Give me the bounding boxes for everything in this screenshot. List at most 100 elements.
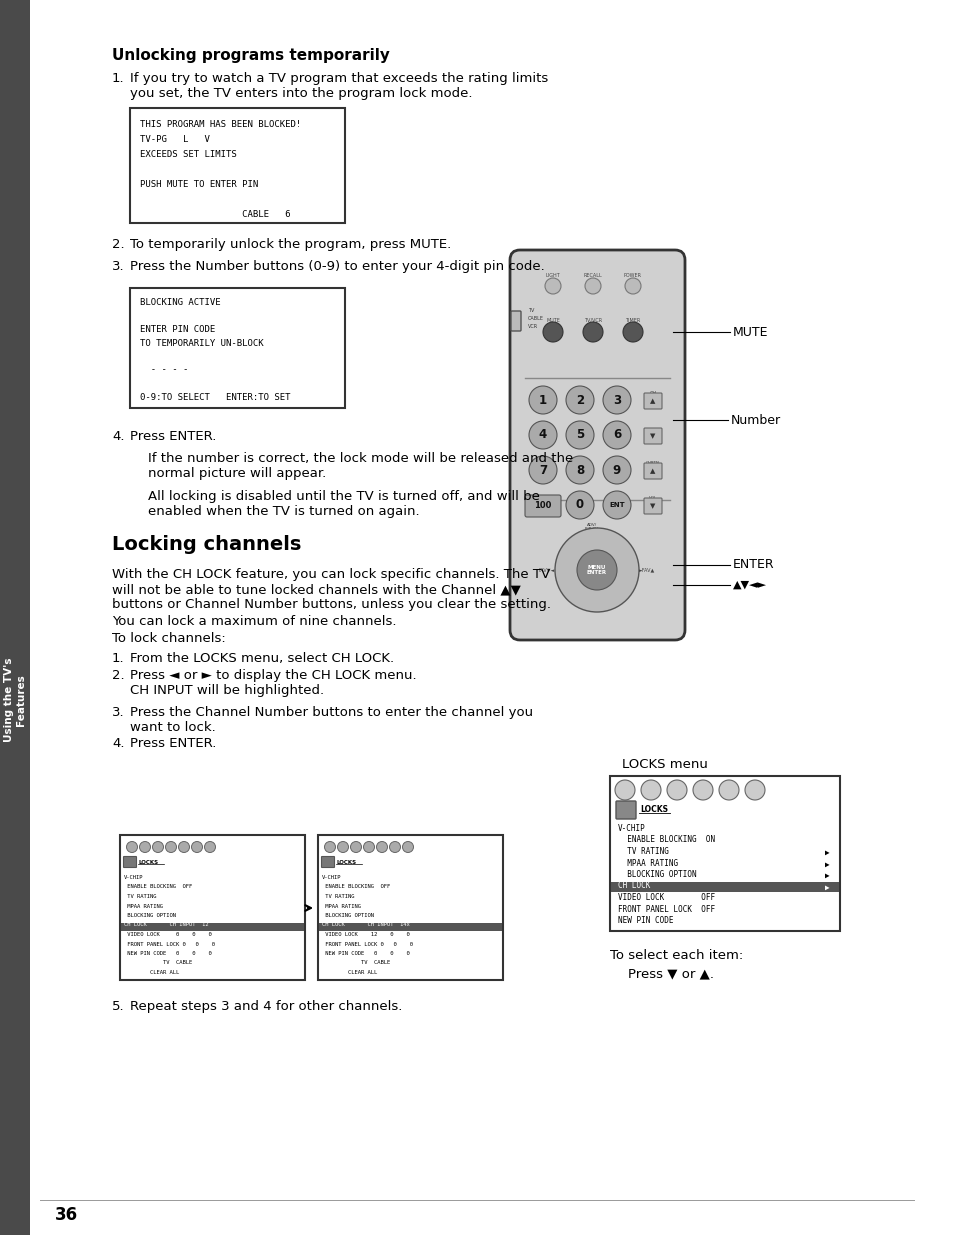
Bar xyxy=(609,776,840,931)
Text: VCR: VCR xyxy=(527,324,537,329)
Text: 3.: 3. xyxy=(112,261,125,273)
Text: 100: 100 xyxy=(534,501,551,510)
Circle shape xyxy=(529,456,557,484)
Text: ENTER: ENTER xyxy=(732,558,774,572)
Text: V-CHIP: V-CHIP xyxy=(124,876,143,881)
Text: VIDEO LOCK        OFF: VIDEO LOCK OFF xyxy=(618,893,715,902)
Circle shape xyxy=(529,421,557,450)
Text: Press ENTER.: Press ENTER. xyxy=(130,737,216,750)
Circle shape xyxy=(127,841,137,852)
Circle shape xyxy=(602,456,630,484)
FancyBboxPatch shape xyxy=(643,429,661,445)
Circle shape xyxy=(376,841,387,852)
Text: ADV/
PIP CH: ADV/ PIP CH xyxy=(585,522,598,531)
Text: 9: 9 xyxy=(612,463,620,477)
Text: 4.: 4. xyxy=(112,430,125,443)
Text: ENTER PIN CODE: ENTER PIN CODE xyxy=(140,325,215,333)
Circle shape xyxy=(565,387,594,414)
Circle shape xyxy=(139,841,151,852)
Text: MENU
ENTER: MENU ENTER xyxy=(586,564,606,576)
Circle shape xyxy=(719,781,739,800)
Text: FRONT PANEL LOCK  OFF: FRONT PANEL LOCK OFF xyxy=(618,904,715,914)
Text: TIMER: TIMER xyxy=(625,317,640,324)
Text: TV RATING: TV RATING xyxy=(322,894,355,899)
Bar xyxy=(317,835,502,981)
Circle shape xyxy=(615,781,635,800)
Circle shape xyxy=(565,456,594,484)
Circle shape xyxy=(337,841,348,852)
Text: TV  CABLE: TV CABLE xyxy=(322,961,390,966)
FancyBboxPatch shape xyxy=(510,249,684,640)
Text: With the CH LOCK feature, you can lock specific channels. The TV
will not be abl: With the CH LOCK feature, you can lock s… xyxy=(112,568,551,611)
Circle shape xyxy=(165,841,176,852)
Bar xyxy=(130,107,345,224)
Text: BLOCKING OPTION: BLOCKING OPTION xyxy=(124,913,175,918)
Text: Unlocking programs temporarily: Unlocking programs temporarily xyxy=(112,48,390,63)
Text: To select each item:: To select each item: xyxy=(609,948,742,962)
Circle shape xyxy=(542,322,562,342)
Text: TV  CABLE: TV CABLE xyxy=(124,961,193,966)
Text: If you try to watch a TV program that exceeds the rating limits
you set, the TV : If you try to watch a TV program that ex… xyxy=(130,72,548,100)
Text: VOL: VOL xyxy=(648,496,657,500)
Text: VIDEO LOCK     0    0    0: VIDEO LOCK 0 0 0 xyxy=(124,932,212,937)
Circle shape xyxy=(363,841,375,852)
Text: Press ENTER.: Press ENTER. xyxy=(130,430,216,443)
Text: CLEAR ALL: CLEAR ALL xyxy=(322,969,376,974)
Text: MPAA RATING: MPAA RATING xyxy=(618,858,678,867)
Text: ▶: ▶ xyxy=(824,860,829,868)
FancyBboxPatch shape xyxy=(321,857,335,867)
Text: TV: TV xyxy=(527,308,534,312)
FancyBboxPatch shape xyxy=(643,498,661,514)
Text: ▲: ▲ xyxy=(650,398,655,404)
Bar xyxy=(121,923,304,931)
Circle shape xyxy=(565,421,594,450)
Text: 1.: 1. xyxy=(112,72,125,85)
FancyBboxPatch shape xyxy=(643,463,661,479)
Text: All locking is disabled until the TV is turned off, and will be
enabled when the: All locking is disabled until the TV is … xyxy=(148,490,539,517)
Circle shape xyxy=(178,841,190,852)
Text: NEW PIN CODE: NEW PIN CODE xyxy=(618,916,673,925)
Circle shape xyxy=(640,781,660,800)
Text: To lock channels:: To lock channels: xyxy=(112,632,226,645)
Text: EXCEEDS SET LIMITS: EXCEEDS SET LIMITS xyxy=(140,149,236,159)
Text: CH LOCK       CH INPUT  14x: CH LOCK CH INPUT 14x xyxy=(322,923,410,927)
Text: POWER: POWER xyxy=(623,273,641,278)
Bar xyxy=(120,835,305,981)
Text: NEW PIN CODE   0    0    0: NEW PIN CODE 0 0 0 xyxy=(124,951,212,956)
Circle shape xyxy=(577,550,617,590)
Text: Press ◄ or ► to display the CH LOCK menu.
CH INPUT will be highlighted.: Press ◄ or ► to display the CH LOCK menu… xyxy=(130,669,416,697)
Text: 4: 4 xyxy=(538,429,547,441)
Text: MUTE: MUTE xyxy=(732,326,768,338)
Text: - - - -: - - - - xyxy=(140,366,188,374)
Text: You can lock a maximum of nine channels.: You can lock a maximum of nine channels. xyxy=(112,615,396,629)
Circle shape xyxy=(544,278,560,294)
Text: BLOCKING ACTIVE: BLOCKING ACTIVE xyxy=(140,298,220,308)
Text: THIS PROGRAM HAS BEEN BLOCKED!: THIS PROGRAM HAS BEEN BLOCKED! xyxy=(140,120,301,128)
FancyBboxPatch shape xyxy=(524,495,560,517)
Text: 8: 8 xyxy=(576,463,583,477)
Circle shape xyxy=(152,841,163,852)
Text: Repeat steps 3 and 4 for other channels.: Repeat steps 3 and 4 for other channels. xyxy=(130,1000,402,1013)
Circle shape xyxy=(192,841,202,852)
Text: 0-9:TO SELECT   ENTER:TO SET: 0-9:TO SELECT ENTER:TO SET xyxy=(140,393,291,401)
Text: ▼: ▼ xyxy=(650,433,655,438)
Text: MUTE: MUTE xyxy=(545,317,559,324)
Circle shape xyxy=(602,421,630,450)
Text: ENT: ENT xyxy=(609,501,624,508)
Circle shape xyxy=(602,492,630,519)
Text: If the number is correct, the lock mode will be released and the
normal picture : If the number is correct, the lock mode … xyxy=(148,452,573,480)
Text: ▲▼◄►: ▲▼◄► xyxy=(732,580,766,590)
Circle shape xyxy=(744,781,764,800)
Text: 5: 5 xyxy=(576,429,583,441)
Text: To temporarily unlock the program, press MUTE.: To temporarily unlock the program, press… xyxy=(130,238,451,251)
Text: RECALL: RECALL xyxy=(583,273,601,278)
Text: 4.: 4. xyxy=(112,737,125,750)
Text: CABLE: CABLE xyxy=(527,315,543,321)
Circle shape xyxy=(584,278,600,294)
Circle shape xyxy=(324,841,335,852)
Circle shape xyxy=(666,781,686,800)
Text: TO TEMPORARILY UN-BLOCK: TO TEMPORARILY UN-BLOCK xyxy=(140,338,263,347)
Text: 7: 7 xyxy=(538,463,546,477)
Text: MPAA RATING: MPAA RATING xyxy=(124,904,163,909)
Text: 36: 36 xyxy=(55,1207,78,1224)
